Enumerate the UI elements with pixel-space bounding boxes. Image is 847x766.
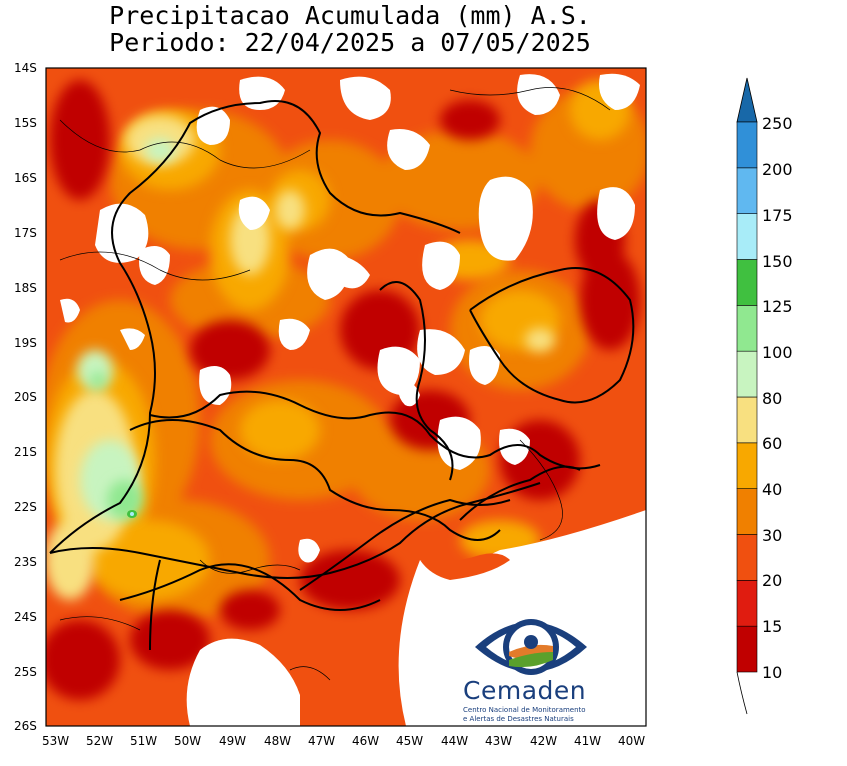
colorbar-swatch (736, 488, 758, 535)
longitude-labels: 53W 52W 51W 50W 49W 48W 47W 46W 45W 44W … (42, 734, 645, 748)
lat-label: 18S (14, 281, 37, 295)
lon-label: 53W (42, 734, 69, 748)
lon-label: 40W (618, 734, 645, 748)
map-title: Precipitacao Acumulada (mm) A.S. (109, 1, 591, 30)
colorbar-swatch (736, 350, 758, 398)
lat-label: 15S (14, 116, 37, 130)
logo-name: Cemaden (463, 676, 587, 705)
colorbar-label: 10 (762, 663, 783, 682)
colorbar-label: 125 (762, 297, 793, 316)
cemaden-logo-icon (475, 619, 587, 675)
colorbar-arrow (736, 77, 758, 123)
lat-label: 22S (14, 500, 37, 514)
logo-subtitle: e Alertas de Desastres Naturais (463, 715, 574, 723)
colorbar-label: 20 (762, 571, 783, 590)
logo-subtitle: Centro Nacional de Monitoramento (463, 706, 586, 714)
colorbar-swatch (736, 625, 758, 673)
lon-label: 49W (219, 734, 246, 748)
colorbar-swatch (736, 534, 758, 581)
colorbar-label: 250 (762, 114, 793, 133)
colorbar-swatch (736, 580, 758, 627)
lon-label: 46W (352, 734, 379, 748)
lat-label: 14S (14, 61, 37, 75)
lon-label: 48W (264, 734, 291, 748)
lon-label: 52W (86, 734, 113, 748)
lon-label: 42W (530, 734, 557, 748)
colorbar (736, 77, 758, 715)
precip-field (46, 68, 646, 726)
colorbar-label: 150 (762, 252, 793, 271)
colorbar-swatch (736, 396, 758, 444)
lat-label: 17S (14, 226, 37, 240)
lat-label: 16S (14, 171, 37, 185)
lon-label: 51W (130, 734, 157, 748)
colorbar-label: 80 (762, 389, 783, 408)
colorbar-swatch (736, 121, 758, 169)
colorbar-swatch (736, 259, 758, 306)
lon-label: 43W (485, 734, 512, 748)
lat-label: 23S (14, 555, 37, 569)
secondary-boundaries (59, 87, 611, 681)
map-frame (45, 67, 647, 727)
colorbar-swatch (736, 213, 758, 260)
lon-label: 44W (441, 734, 468, 748)
lat-label: 25S (14, 665, 37, 679)
latitude-labels: 14S 15S 16S 17S 18S 19S 20S 21S 22S 23S … (14, 61, 37, 733)
lat-label: 24S (14, 610, 37, 624)
colorbar-swatch (736, 305, 758, 352)
colorbar-label: 175 (762, 206, 793, 225)
lat-label: 26S (14, 719, 37, 733)
map-period: Periodo: 22/04/2025 a 07/05/2025 (109, 28, 591, 57)
colorbar-swatch (736, 167, 758, 214)
colorbar-label: 200 (762, 160, 793, 179)
lat-label: 19S (14, 336, 37, 350)
colorbar-label: 60 (762, 434, 783, 453)
colorbar-label: 40 (762, 480, 783, 499)
colorbar-label: 15 (762, 617, 783, 636)
colorbar-swatch (736, 442, 758, 489)
state-boundaries (49, 100, 635, 651)
lon-label: 50W (174, 734, 201, 748)
colorbar-label: 30 (762, 526, 783, 545)
colorbar-label: 100 (762, 343, 793, 362)
lon-label: 45W (396, 734, 423, 748)
lon-label: 41W (574, 734, 601, 748)
colorbar-swatches (736, 121, 758, 673)
lon-label: 47W (308, 734, 335, 748)
lat-label: 20S (14, 390, 37, 404)
lat-label: 21S (14, 445, 37, 459)
